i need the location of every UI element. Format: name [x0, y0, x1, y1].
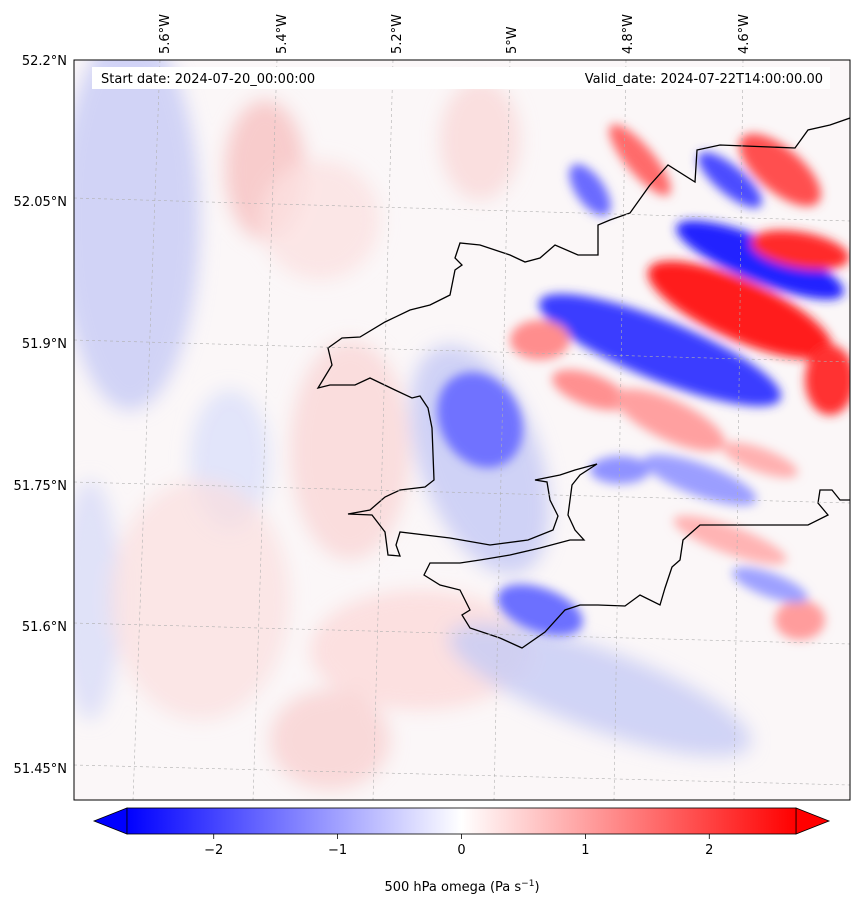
lat-label-51p6n: 51.6°N	[22, 620, 67, 635]
lon-label-5w: 5°W	[505, 26, 520, 54]
coastline	[316, 117, 850, 649]
colorbar-gradient	[126, 807, 797, 835]
omega-field	[74, 60, 850, 800]
colorbar-extend-max	[795, 807, 831, 835]
colorbar-tick-label: −1	[328, 843, 347, 858]
annotation-box	[92, 67, 830, 89]
lat-label-52p05n: 52.05°N	[14, 195, 67, 210]
strong-bands	[437, 124, 850, 640]
lon-label-4p6w: 4.6°W	[737, 14, 752, 54]
colorbar-ticks: −2 −1 0 1 2	[204, 834, 713, 858]
colorbar-tick-label: 2	[705, 843, 713, 858]
weak-field-blobs	[74, 60, 751, 790]
lat-label-51p45n: 51.45°N	[14, 762, 67, 777]
colorbar-label: 500 hPa omega (Pa s−1)	[384, 879, 539, 895]
lon-label-5p4w: 5.4°W	[275, 14, 290, 54]
lon-label-4p8w: 4.8°W	[621, 14, 636, 54]
lon-label-5p2w: 5.2°W	[390, 14, 405, 54]
map-frame	[73, 59, 851, 801]
colorbar-extend-min	[92, 807, 128, 835]
lat-label-51p9n: 51.9°N	[22, 337, 67, 352]
colorbar-tick-label: −2	[204, 843, 223, 858]
colorbar-tick-label: 1	[581, 843, 589, 858]
colorbar-tick-label: 0	[457, 843, 465, 858]
valid-date-label: Valid_date: 2024-07-22T14:00:00.00	[585, 72, 823, 87]
colorbar: −2 −1 0 1 2 500 hPa omega (Pa s−1)	[92, 807, 831, 895]
latitude-labels: 52.2°N 52.05°N 51.9°N 51.75°N 51.6°N 51.…	[14, 54, 67, 777]
lon-label-5p6w: 5.6°W	[158, 14, 173, 54]
lat-label-52p2n: 52.2°N	[22, 54, 67, 69]
lat-label-51p75n: 51.75°N	[14, 479, 67, 494]
start-date-label: Start date: 2024-07-20_00:00:00	[101, 72, 315, 87]
longitude-labels: 5.6°W 5.4°W 5.2°W 5°W 4.8°W 4.6°W	[158, 14, 752, 54]
